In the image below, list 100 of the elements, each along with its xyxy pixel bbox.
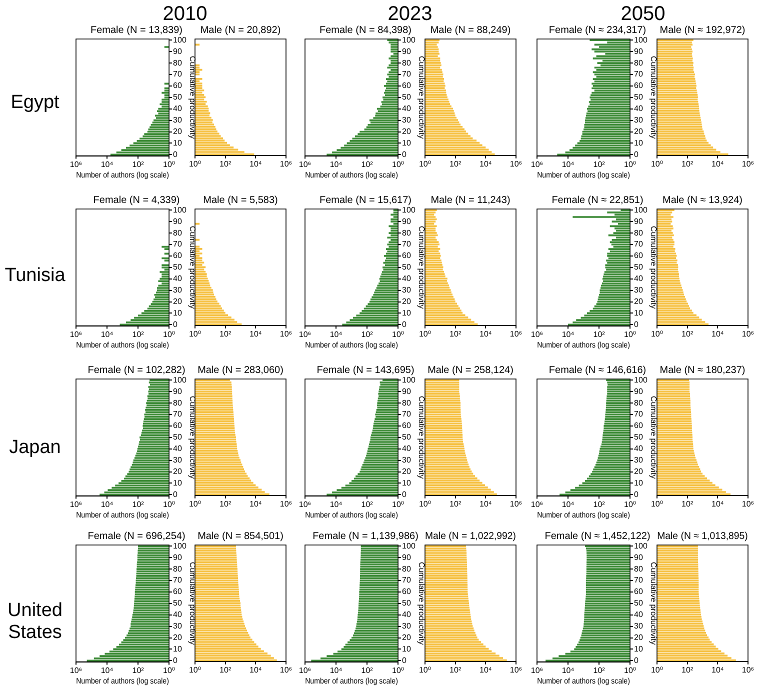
y-tick-label: 90 bbox=[634, 46, 644, 56]
chart-title: Male (N = 88,249) bbox=[430, 24, 511, 36]
x-tick-label: 10² bbox=[132, 330, 144, 339]
text: Tunisia bbox=[4, 265, 66, 287]
text: 2050 bbox=[620, 3, 666, 26]
y-tick-label: 90 bbox=[402, 216, 412, 226]
x-tick-label: 10² bbox=[593, 330, 606, 339]
x-tick-label: 10⁰ bbox=[163, 160, 176, 169]
x-tick-label: 10⁰ bbox=[188, 665, 202, 674]
y-tick-label: 50 bbox=[634, 92, 644, 102]
x-tick-label: 10⁶ bbox=[280, 159, 292, 168]
x-tick-label: 10⁴ bbox=[249, 665, 262, 674]
x-tick-label: 10⁴ bbox=[562, 500, 575, 509]
x-axis-title: Number of authors (log scale) bbox=[305, 170, 398, 180]
x-tick-label: 10⁴ bbox=[100, 330, 114, 339]
x-tick-label: 10² bbox=[361, 666, 374, 675]
y-tick-label: 0 bbox=[402, 150, 408, 159]
y-tick-label: 10 bbox=[173, 308, 182, 318]
y-tick-label: 100 bbox=[173, 375, 187, 384]
x-tick-label: 10⁴ bbox=[100, 500, 114, 509]
y-tick-label: 30 bbox=[173, 116, 182, 125]
x-axis-title: Number of authors (log scale) bbox=[76, 676, 170, 686]
y-tick-label: 90 bbox=[634, 386, 644, 396]
y-tick-label: 10 bbox=[402, 478, 412, 488]
x-tick-label: 10⁰ bbox=[624, 160, 636, 169]
chart-title: Male (N = 5,583) bbox=[203, 194, 278, 206]
text: United States bbox=[6, 600, 64, 644]
x-tick-label: 10⁰ bbox=[188, 329, 202, 338]
y-tick-label: 70 bbox=[634, 240, 644, 249]
x-tick-label: 10⁶ bbox=[70, 160, 82, 169]
y-tick-label: 70 bbox=[634, 576, 644, 585]
x-tick-label: 10⁰ bbox=[163, 500, 176, 509]
y-tick-label: 20 bbox=[634, 466, 644, 476]
x-tick-label: 10⁴ bbox=[479, 329, 492, 338]
y-tick-label: 10 bbox=[402, 308, 412, 318]
x-tick-label: 10⁰ bbox=[650, 159, 664, 168]
x-tick-label: 10⁶ bbox=[70, 500, 82, 509]
y-tick-label: 100 bbox=[173, 541, 187, 550]
x-axis-title: Number of authors (log scale) bbox=[76, 340, 170, 350]
chart-title: Female (N = 1,139,986) bbox=[312, 530, 418, 542]
y-tick-label: 90 bbox=[402, 552, 412, 562]
y-tick-label: 30 bbox=[402, 456, 412, 465]
x-tick-label: 10⁰ bbox=[650, 665, 664, 674]
x-tick-label: 10⁶ bbox=[530, 330, 544, 339]
y-tick-label: 80 bbox=[173, 564, 182, 574]
x-tick-label: 10² bbox=[593, 160, 606, 169]
x-tick-label: 10⁶ bbox=[530, 500, 544, 509]
x-tick-label: 10² bbox=[132, 500, 144, 509]
x-axis-title: Number of authors (log scale) bbox=[76, 170, 170, 180]
y-tick-label: 80 bbox=[402, 398, 412, 408]
y-tick-label: 30 bbox=[402, 116, 412, 125]
y-tick-label: 20 bbox=[634, 632, 644, 642]
y-tick-label: 70 bbox=[173, 240, 182, 249]
x-tick-label: 10⁰ bbox=[188, 499, 202, 508]
y-tick-label: 0 bbox=[634, 490, 640, 499]
chart-title: Male (N ≈ 180,237) bbox=[660, 364, 746, 376]
y-tick-label: 50 bbox=[634, 598, 644, 608]
y-tick-label: 30 bbox=[173, 622, 182, 631]
x-tick-label: 10² bbox=[361, 500, 374, 509]
x-tick-label: 10⁶ bbox=[510, 499, 522, 508]
y-tick-label: 0 bbox=[173, 320, 178, 329]
x-tick-label: 10⁰ bbox=[624, 500, 636, 509]
x-tick-label: 10⁴ bbox=[479, 499, 492, 508]
y-tick-label: 40 bbox=[634, 610, 644, 620]
chart-title: Male (N = 258,124) bbox=[428, 364, 514, 376]
chart-title: Female (N ≈ 234,317) bbox=[548, 24, 646, 36]
y-tick-label: 100 bbox=[634, 375, 648, 384]
y-tick-label: 50 bbox=[402, 92, 412, 102]
y-tick-label: 60 bbox=[402, 587, 412, 596]
y-tick-label: 40 bbox=[173, 104, 182, 114]
x-tick-label: 10² bbox=[220, 159, 232, 168]
y-tick-label: 0 bbox=[634, 320, 640, 329]
x-axis-title: Number of authors (log scale) bbox=[537, 170, 630, 180]
y-tick-label: 50 bbox=[173, 432, 182, 442]
x-tick-label: 10² bbox=[682, 159, 694, 168]
y-tick-label: 20 bbox=[634, 126, 644, 136]
x-tick-label: 10⁶ bbox=[298, 666, 312, 675]
x-tick-label: 10⁴ bbox=[100, 160, 114, 169]
chart-title: Female (N ≈ 1,452,122) bbox=[544, 530, 650, 542]
y-tick-label: 30 bbox=[402, 622, 412, 631]
y-tick-label: 80 bbox=[634, 398, 644, 408]
chart-title: Female (N = 13,839) bbox=[90, 24, 182, 36]
x-tick-label: 10⁴ bbox=[479, 159, 492, 168]
x-tick-label: 10⁰ bbox=[650, 499, 664, 508]
y-tick-label: 100 bbox=[402, 375, 416, 384]
y-tick-label: 0 bbox=[402, 320, 408, 329]
x-tick-label: 10⁴ bbox=[249, 329, 262, 338]
chart-title: Male (N = 283,060) bbox=[198, 364, 284, 376]
y-tick-label: 80 bbox=[173, 398, 182, 408]
x-tick-label: 10² bbox=[682, 329, 694, 338]
x-axis-title: Number of authors (log scale) bbox=[305, 676, 398, 686]
x-tick-label: 10² bbox=[450, 159, 462, 168]
y-tick-label: 80 bbox=[634, 58, 644, 68]
y-tick-label: 60 bbox=[402, 81, 412, 90]
x-tick-label: 10⁶ bbox=[530, 666, 544, 675]
y-tick-label: 0 bbox=[173, 656, 178, 665]
x-tick-label: 10² bbox=[361, 160, 374, 169]
y-tick-label: 40 bbox=[402, 274, 412, 284]
x-tick-label: 10⁶ bbox=[280, 329, 292, 338]
y-tick-label: 70 bbox=[402, 410, 412, 419]
